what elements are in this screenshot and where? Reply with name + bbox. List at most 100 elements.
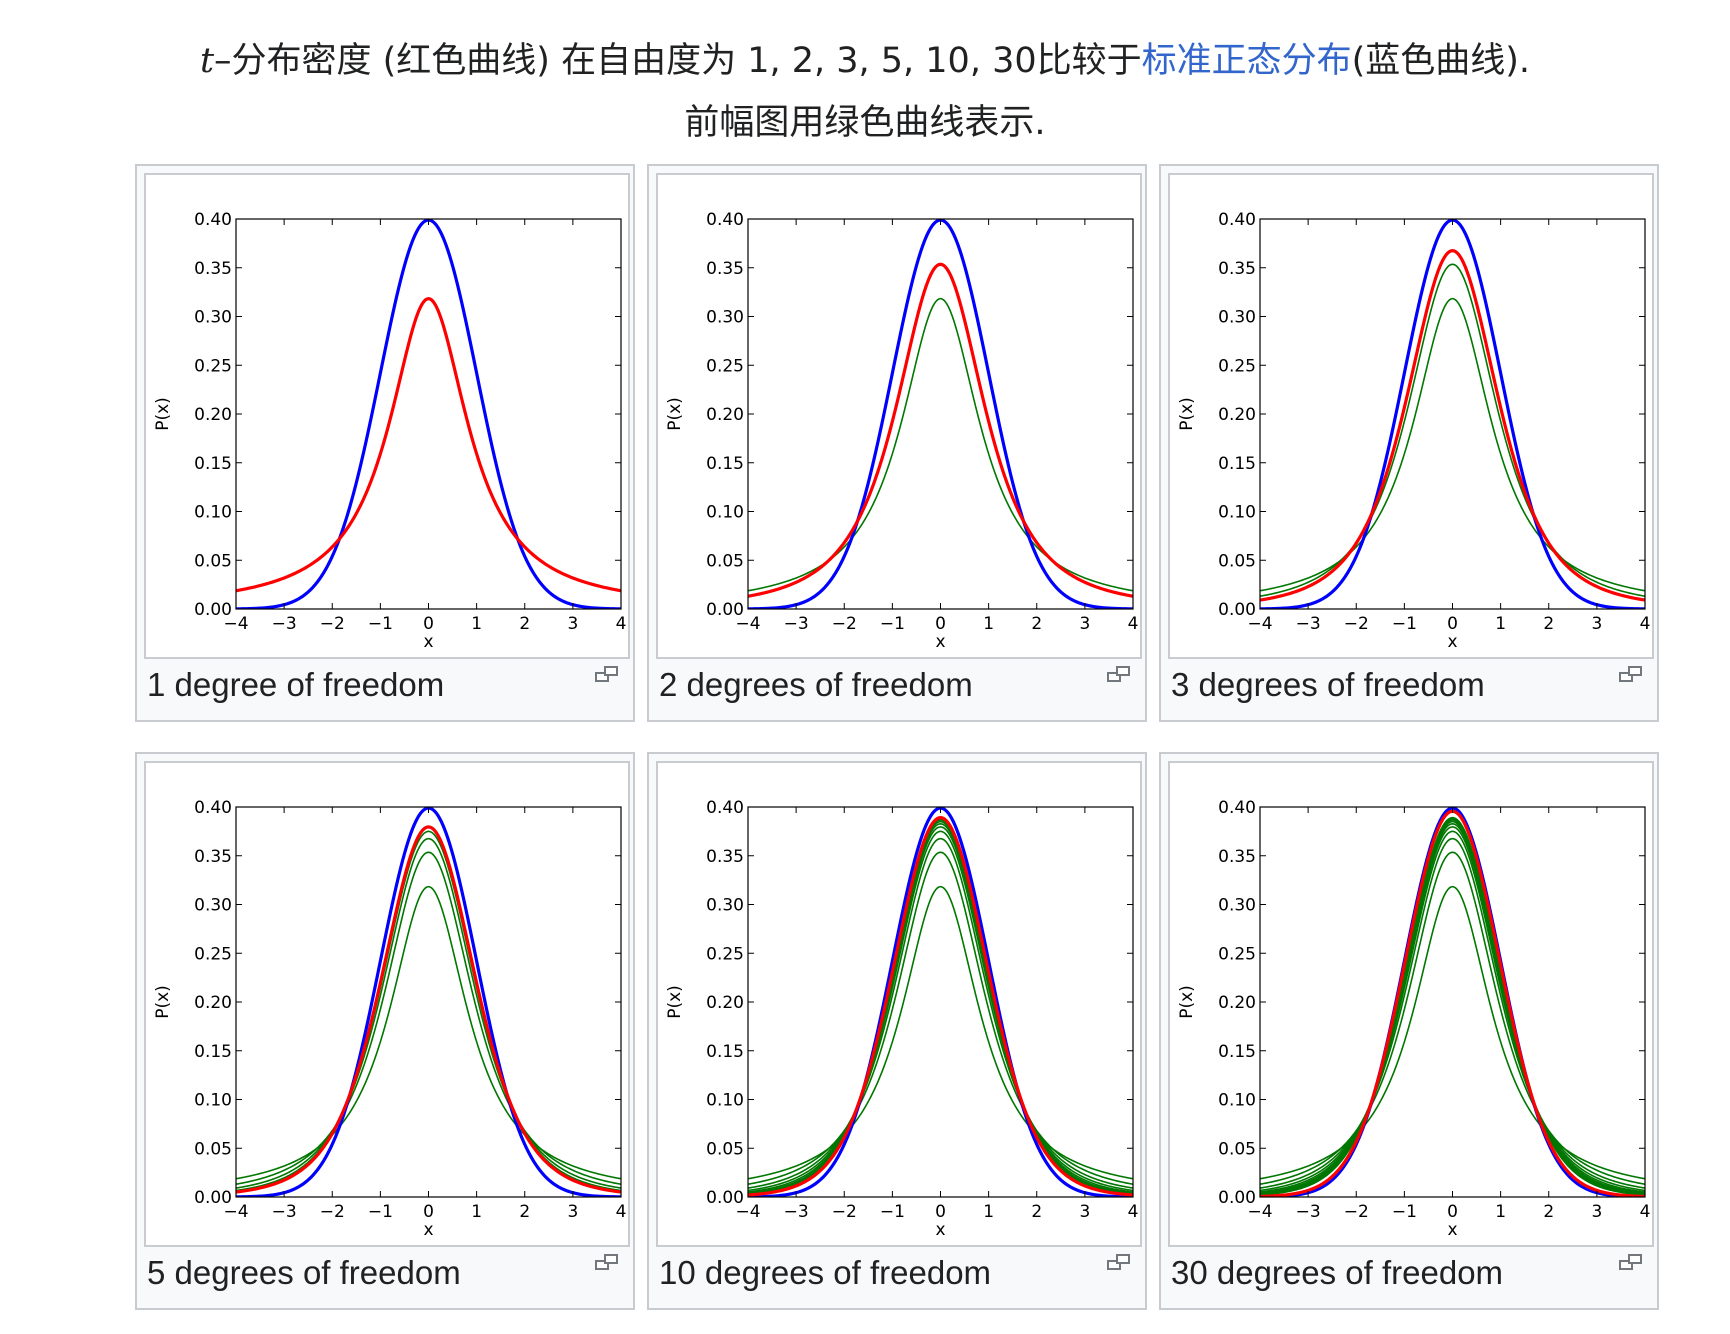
previous-t-curve (748, 820, 1133, 1195)
card-caption: 5 degrees of freedom (147, 1254, 461, 1291)
x-tick-label: 1 (471, 1202, 482, 1222)
t-curve (748, 816, 1133, 1197)
gallery-card: 0.00 0.05 0.10 0.15 0.20 0.25 0.30 0.35 0.40 −4 −3… (1159, 752, 1659, 1310)
x-tick-label: 4 (1128, 614, 1139, 634)
previous-t-curve (1260, 830, 1645, 1192)
y-tick-label: 0.05 (1218, 551, 1256, 571)
y-tick-label: 0.10 (706, 503, 744, 523)
chart-thumbnail[interactable]: 0.00 0.05 0.10 0.15 0.20 0.25 0.30 0.35 0.40 −4 −3… (1168, 173, 1654, 659)
magnify-front-box (1116, 666, 1130, 676)
t-curve (748, 262, 1133, 598)
x-tick-label: −1 (368, 1202, 393, 1222)
x-tick-label: 3 (1079, 1202, 1090, 1222)
magnify-clip-icon[interactable] (595, 1254, 619, 1272)
x-axis-label: x (423, 1220, 433, 1240)
y-tick-label: 0.25 (1218, 944, 1256, 964)
x-axis-label: x (423, 632, 433, 652)
previous-t-curve (1260, 837, 1645, 1189)
previous-t-curve (1260, 820, 1645, 1195)
gallery-card: 0.00 0.05 0.10 0.15 0.20 0.25 0.30 0.35 0.40 −4 −3… (1159, 164, 1659, 722)
y-tick-label: 0.30 (706, 308, 744, 328)
y-tick-label: 0.20 (706, 993, 744, 1013)
y-tick-label: 0.10 (706, 1091, 744, 1111)
chart-thumbnail[interactable]: 0.00 0.05 0.10 0.15 0.20 0.25 0.30 0.35 0.40 −4 −3… (656, 761, 1142, 1247)
y-tick-label: 0.30 (706, 896, 744, 916)
y-tick-label: 0.35 (194, 259, 232, 279)
chart-thumbnail[interactable]: 0.00 0.05 0.10 0.15 0.20 0.25 0.30 0.35 0.40 −4 −3… (1168, 761, 1654, 1247)
y-tick-label: 0.10 (1218, 503, 1256, 523)
chart-thumbnail[interactable]: 0.00 0.05 0.10 0.15 0.20 0.25 0.30 0.35 0.40 −4 −3… (144, 761, 630, 1247)
previous-t-curve (236, 837, 621, 1189)
x-tick-label: −3 (784, 614, 809, 634)
magnify-back-box (1619, 672, 1633, 682)
previous-t-curve (748, 819, 1133, 1196)
magnify-front-box (604, 1254, 618, 1264)
x-tick-label: 4 (1640, 614, 1651, 634)
x-tick-label: 4 (1640, 1202, 1651, 1222)
y-tick-label: 0.05 (194, 1139, 232, 1159)
x-tick-label: −4 (735, 614, 760, 634)
x-axis-label: x (935, 632, 945, 652)
y-tick-label: 0.35 (706, 847, 744, 867)
normal-curve (1260, 218, 1645, 609)
chart-thumbnail[interactable]: 0.00 0.05 0.10 0.15 0.20 0.25 0.30 0.35 0.40 −4 −3… (656, 173, 1142, 659)
y-tick-label: 0.20 (194, 993, 232, 1013)
y-tick-label: 0.15 (1218, 1042, 1256, 1062)
y-tick-label: 0.40 (194, 798, 232, 818)
plot-frame (1259, 806, 1646, 1198)
caption-text-2: (蓝色曲线). (1351, 41, 1531, 81)
magnify-clip-icon[interactable] (1107, 1254, 1131, 1272)
y-tick-label: 0.35 (1218, 847, 1256, 867)
y-axis-label: P(x) (665, 397, 685, 431)
t-distribution-chart: 0.00 0.05 0.10 0.15 0.20 0.25 0.30 0.35 0.40 −4 −3… (1177, 798, 1651, 1240)
t-curve (1260, 809, 1645, 1197)
x-tick-label: 0 (1447, 614, 1458, 634)
y-tick-label: 0.15 (194, 454, 232, 474)
y-tick-label: 0.30 (1218, 308, 1256, 328)
x-tick-label: 1 (1495, 1202, 1506, 1222)
magnify-clip-icon[interactable] (1619, 1254, 1643, 1272)
x-tick-label: −4 (1247, 1202, 1272, 1222)
plot-frame (235, 218, 622, 610)
plot-area (1260, 806, 1645, 1197)
y-tick-label: 0.00 (706, 1188, 744, 1208)
x-tick-label: 1 (471, 614, 482, 634)
x-tick-label: 3 (567, 1202, 578, 1222)
plot-frame (747, 806, 1134, 1198)
chart-thumbnail[interactable]: 0.00 0.05 0.10 0.15 0.20 0.25 0.30 0.35 0.40 −4 −3… (144, 173, 630, 659)
card-caption: 30 degrees of freedom (1171, 1254, 1504, 1291)
x-axis-label: x (1447, 1220, 1457, 1240)
previous-t-curve (748, 297, 1133, 592)
x-tick-label: −1 (880, 614, 905, 634)
card-caption: 1 degree of freedom (147, 666, 445, 703)
magnify-clip-icon[interactable] (595, 666, 619, 684)
y-tick-label: 0.40 (194, 210, 232, 230)
x-tick-label: −3 (1296, 614, 1321, 634)
x-tick-label: 2 (1031, 1202, 1042, 1222)
x-tick-label: 0 (1447, 1202, 1458, 1222)
y-tick-label: 0.15 (706, 1042, 744, 1062)
x-tick-label: −2 (1344, 1202, 1369, 1222)
t-distribution-chart: 0.00 0.05 0.10 0.15 0.20 0.25 0.30 0.35 0.40 −4 −3… (1177, 210, 1651, 652)
y-tick-label: 0.30 (194, 308, 232, 328)
previous-t-curve (1260, 817, 1645, 1196)
y-tick-label: 0.20 (706, 405, 744, 425)
x-tick-label: 4 (616, 1202, 627, 1222)
plot-area (748, 218, 1133, 609)
previous-t-curve (1260, 297, 1645, 592)
magnify-front-box (1116, 1254, 1130, 1264)
normal-curve (1260, 806, 1645, 1197)
magnify-clip-icon[interactable] (1107, 666, 1131, 684)
standard-normal-link[interactable]: 标准正态分布 (1141, 41, 1352, 81)
t-distribution-chart: 0.00 0.05 0.10 0.15 0.20 0.25 0.30 0.35 0.40 −4 −3… (153, 798, 627, 1240)
x-tick-label: 3 (567, 614, 578, 634)
y-axis-label: P(x) (153, 985, 173, 1019)
y-tick-label: 0.05 (194, 551, 232, 571)
magnify-clip-icon[interactable] (1619, 666, 1643, 684)
y-tick-label: 0.00 (194, 600, 232, 620)
y-tick-label: 0.15 (194, 1042, 232, 1062)
magnify-front-box (1628, 1254, 1642, 1264)
y-tick-label: 0.00 (706, 600, 744, 620)
y-tick-label: 0.40 (1218, 798, 1256, 818)
x-tick-label: 4 (616, 614, 627, 634)
